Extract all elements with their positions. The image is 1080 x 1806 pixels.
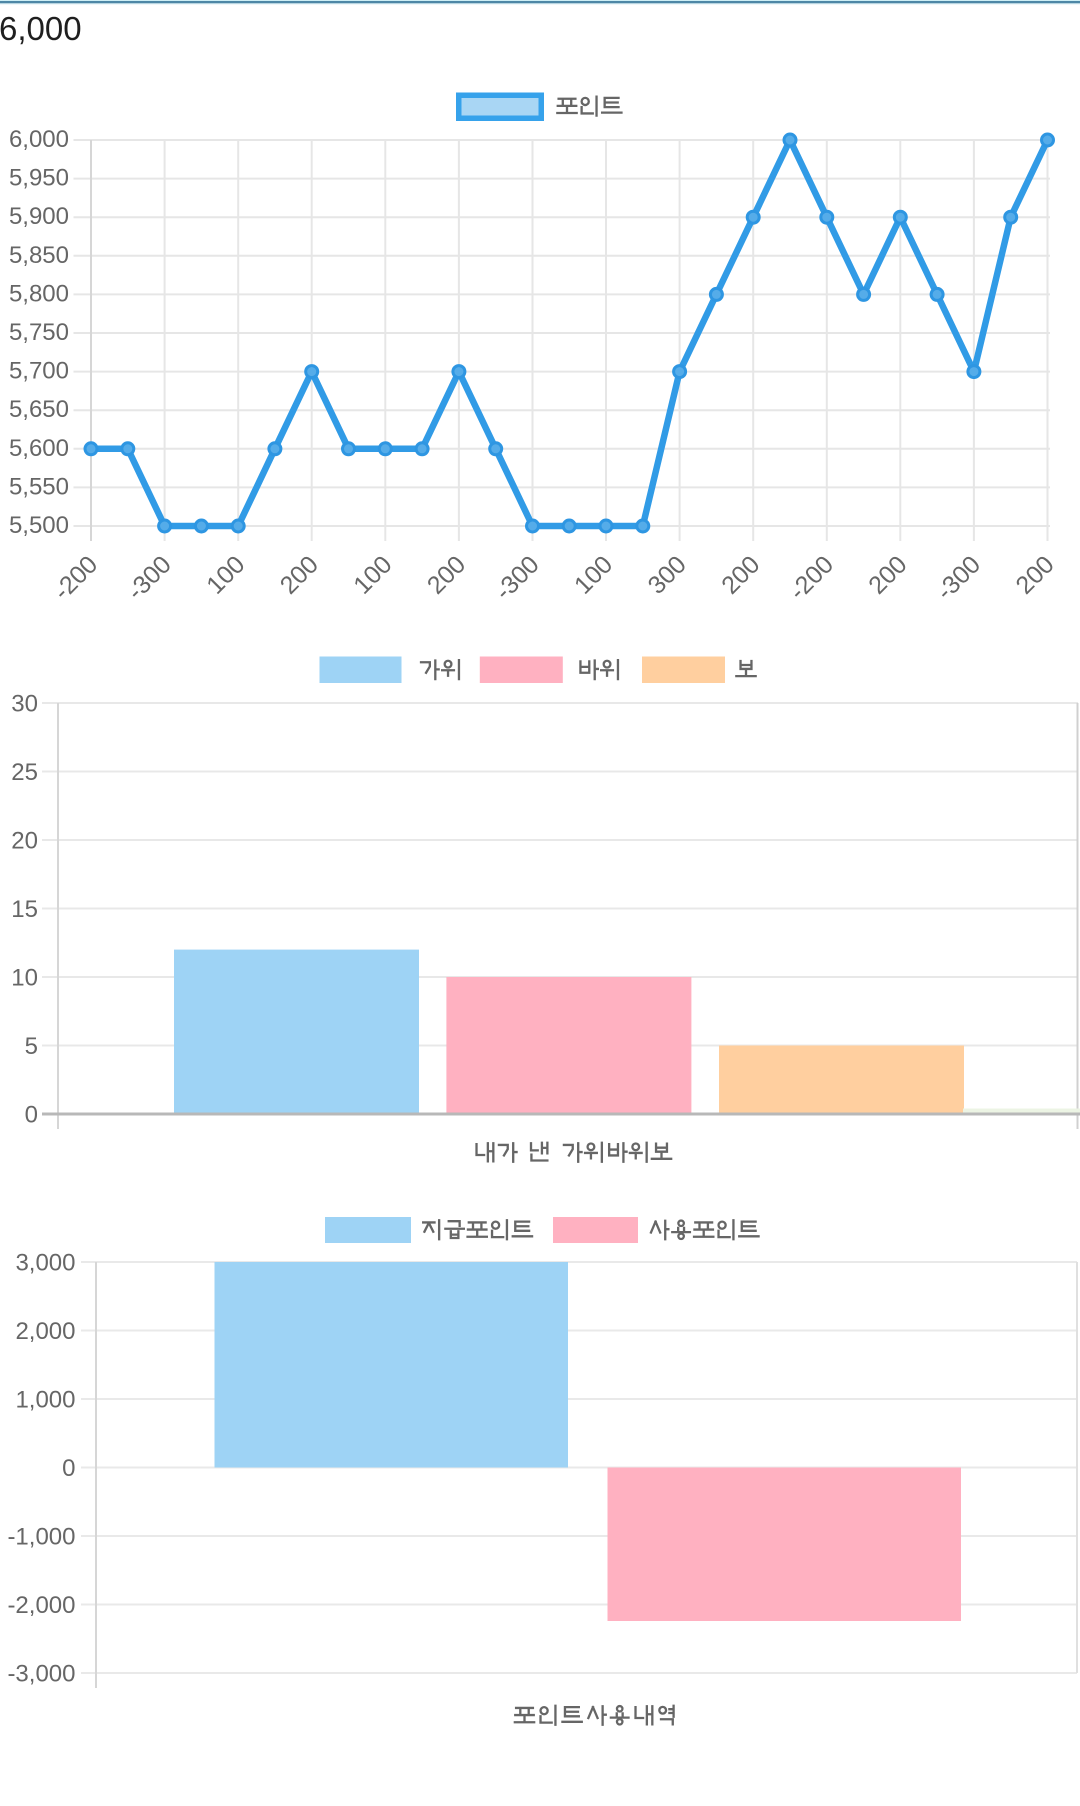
svg-text:5,650: 5,650 xyxy=(9,396,69,423)
svg-text:-2,000: -2,000 xyxy=(7,1592,75,1619)
svg-text:-3,000: -3,000 xyxy=(7,1661,75,1688)
svg-text:5,600: 5,600 xyxy=(9,435,69,462)
svg-text:30: 30 xyxy=(11,691,38,718)
svg-text:10: 10 xyxy=(11,965,38,992)
svg-text:5,750: 5,750 xyxy=(9,319,69,346)
svg-text:5,550: 5,550 xyxy=(9,473,69,500)
svg-text:0: 0 xyxy=(62,1455,75,1482)
svg-text:3,000: 3,000 xyxy=(15,1250,75,1277)
svg-text:6,000: 6,000 xyxy=(0,10,82,47)
svg-text:6,000: 6,000 xyxy=(9,126,69,153)
svg-text:5,500: 5,500 xyxy=(9,512,69,539)
svg-text:25: 25 xyxy=(11,759,38,786)
svg-text:15: 15 xyxy=(11,896,38,923)
svg-text:20: 20 xyxy=(11,828,38,855)
svg-text:5: 5 xyxy=(25,1033,38,1060)
svg-text:5,700: 5,700 xyxy=(9,358,69,385)
svg-text:0: 0 xyxy=(25,1102,38,1129)
svg-text:5,800: 5,800 xyxy=(9,280,69,307)
svg-text:5,850: 5,850 xyxy=(9,242,69,269)
svg-text:2,000: 2,000 xyxy=(15,1318,75,1345)
svg-text:5,900: 5,900 xyxy=(9,203,69,230)
svg-text:5,950: 5,950 xyxy=(9,165,69,192)
svg-text:-1,000: -1,000 xyxy=(7,1524,75,1551)
svg-text:1,000: 1,000 xyxy=(15,1387,75,1414)
